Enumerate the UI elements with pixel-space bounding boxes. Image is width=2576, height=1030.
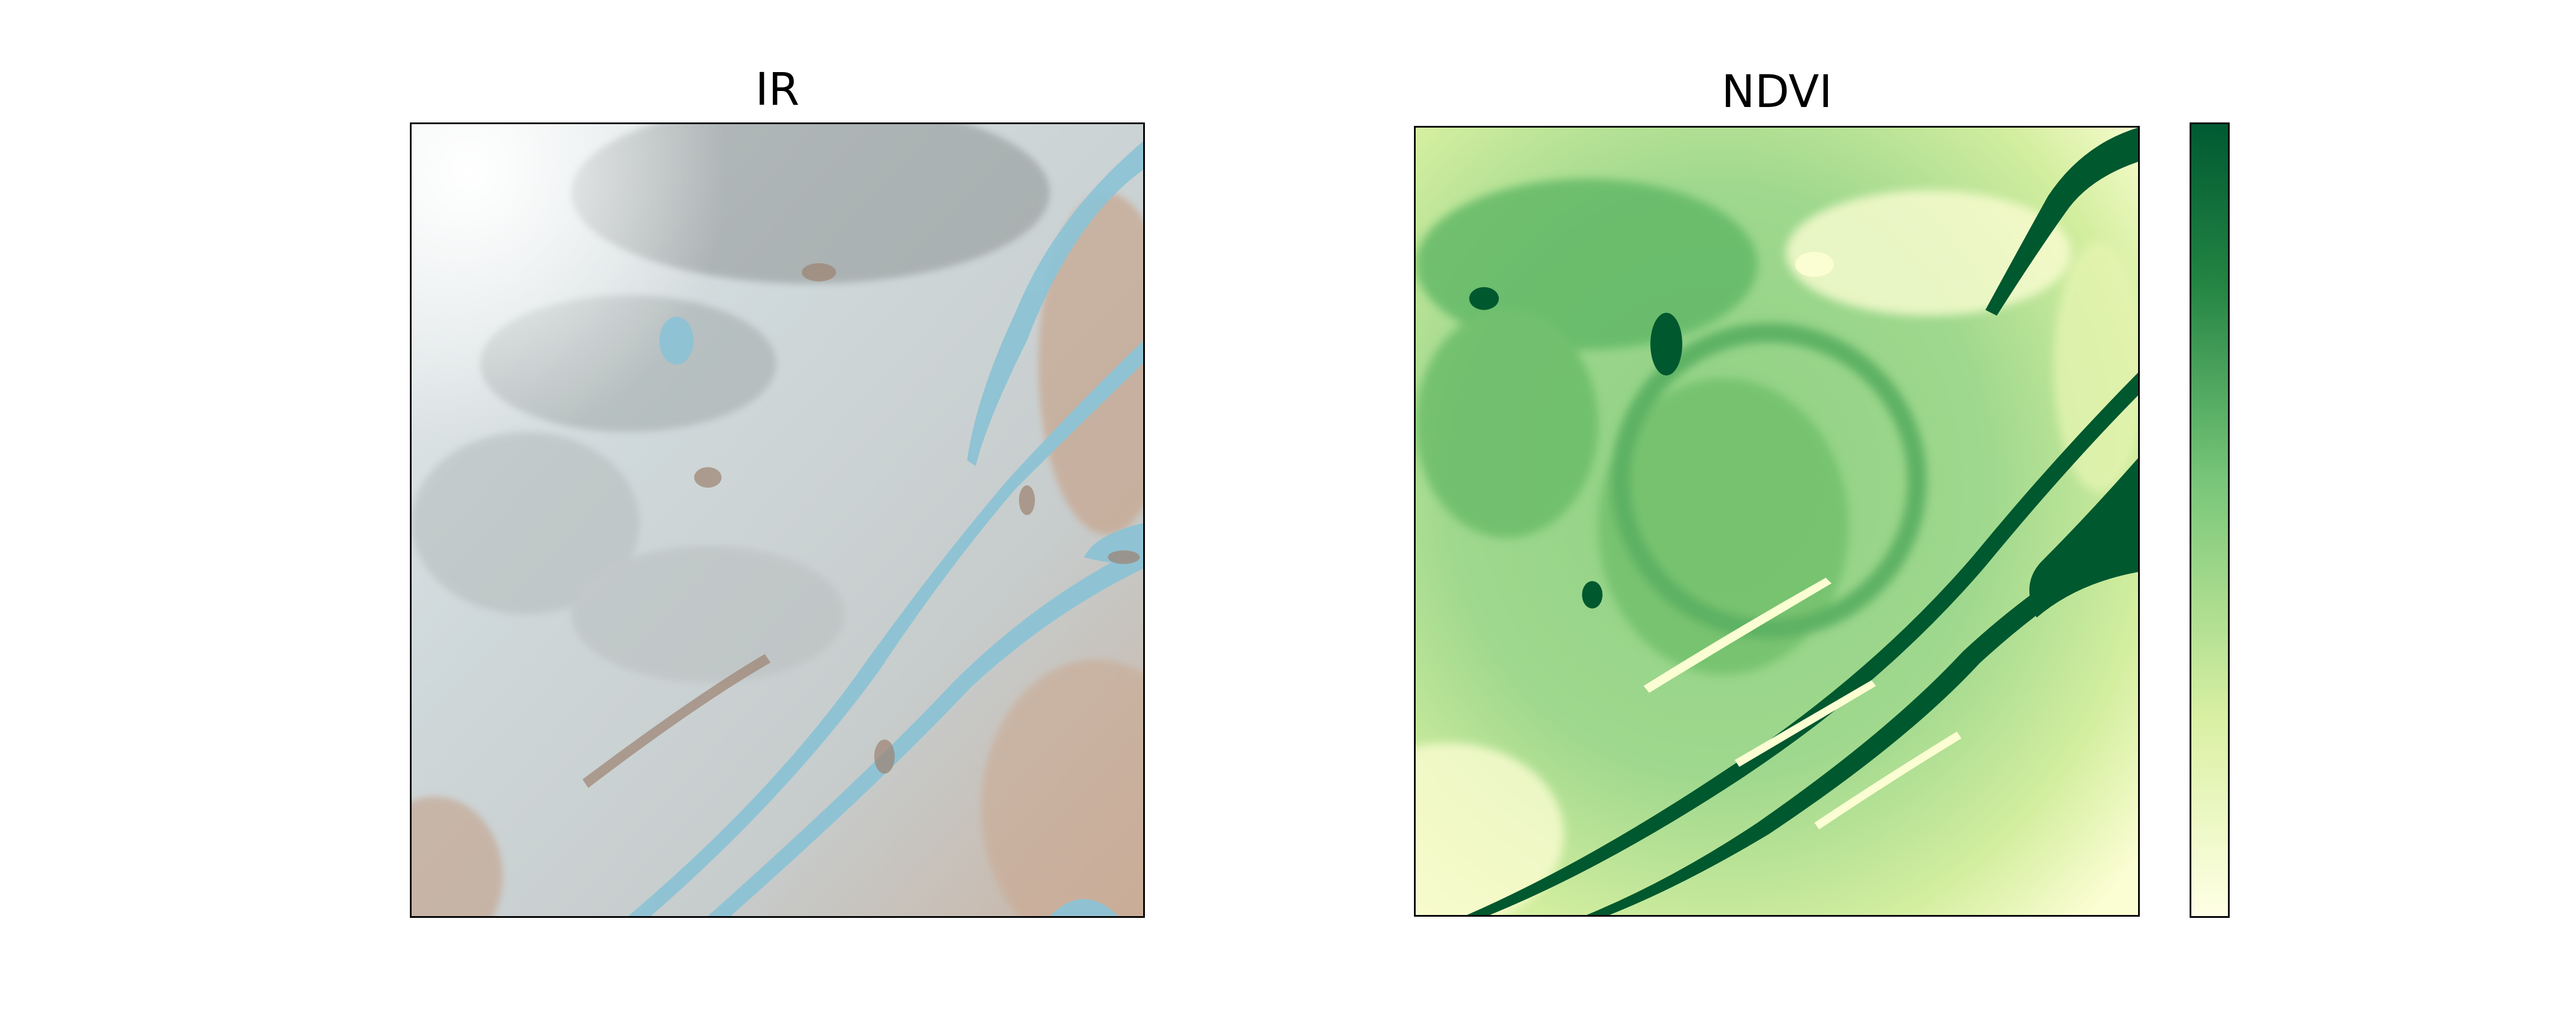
ir-image-graphic <box>412 124 1143 916</box>
ndvi-image <box>1414 126 2140 917</box>
ndvi-colorbar <box>2190 122 2230 918</box>
ndvi-panel-title: NDVI <box>1721 66 1832 118</box>
ir-panel-title: IR <box>755 64 800 116</box>
ndvi-image-graphic <box>1416 128 2138 915</box>
ir-image <box>410 122 1145 918</box>
